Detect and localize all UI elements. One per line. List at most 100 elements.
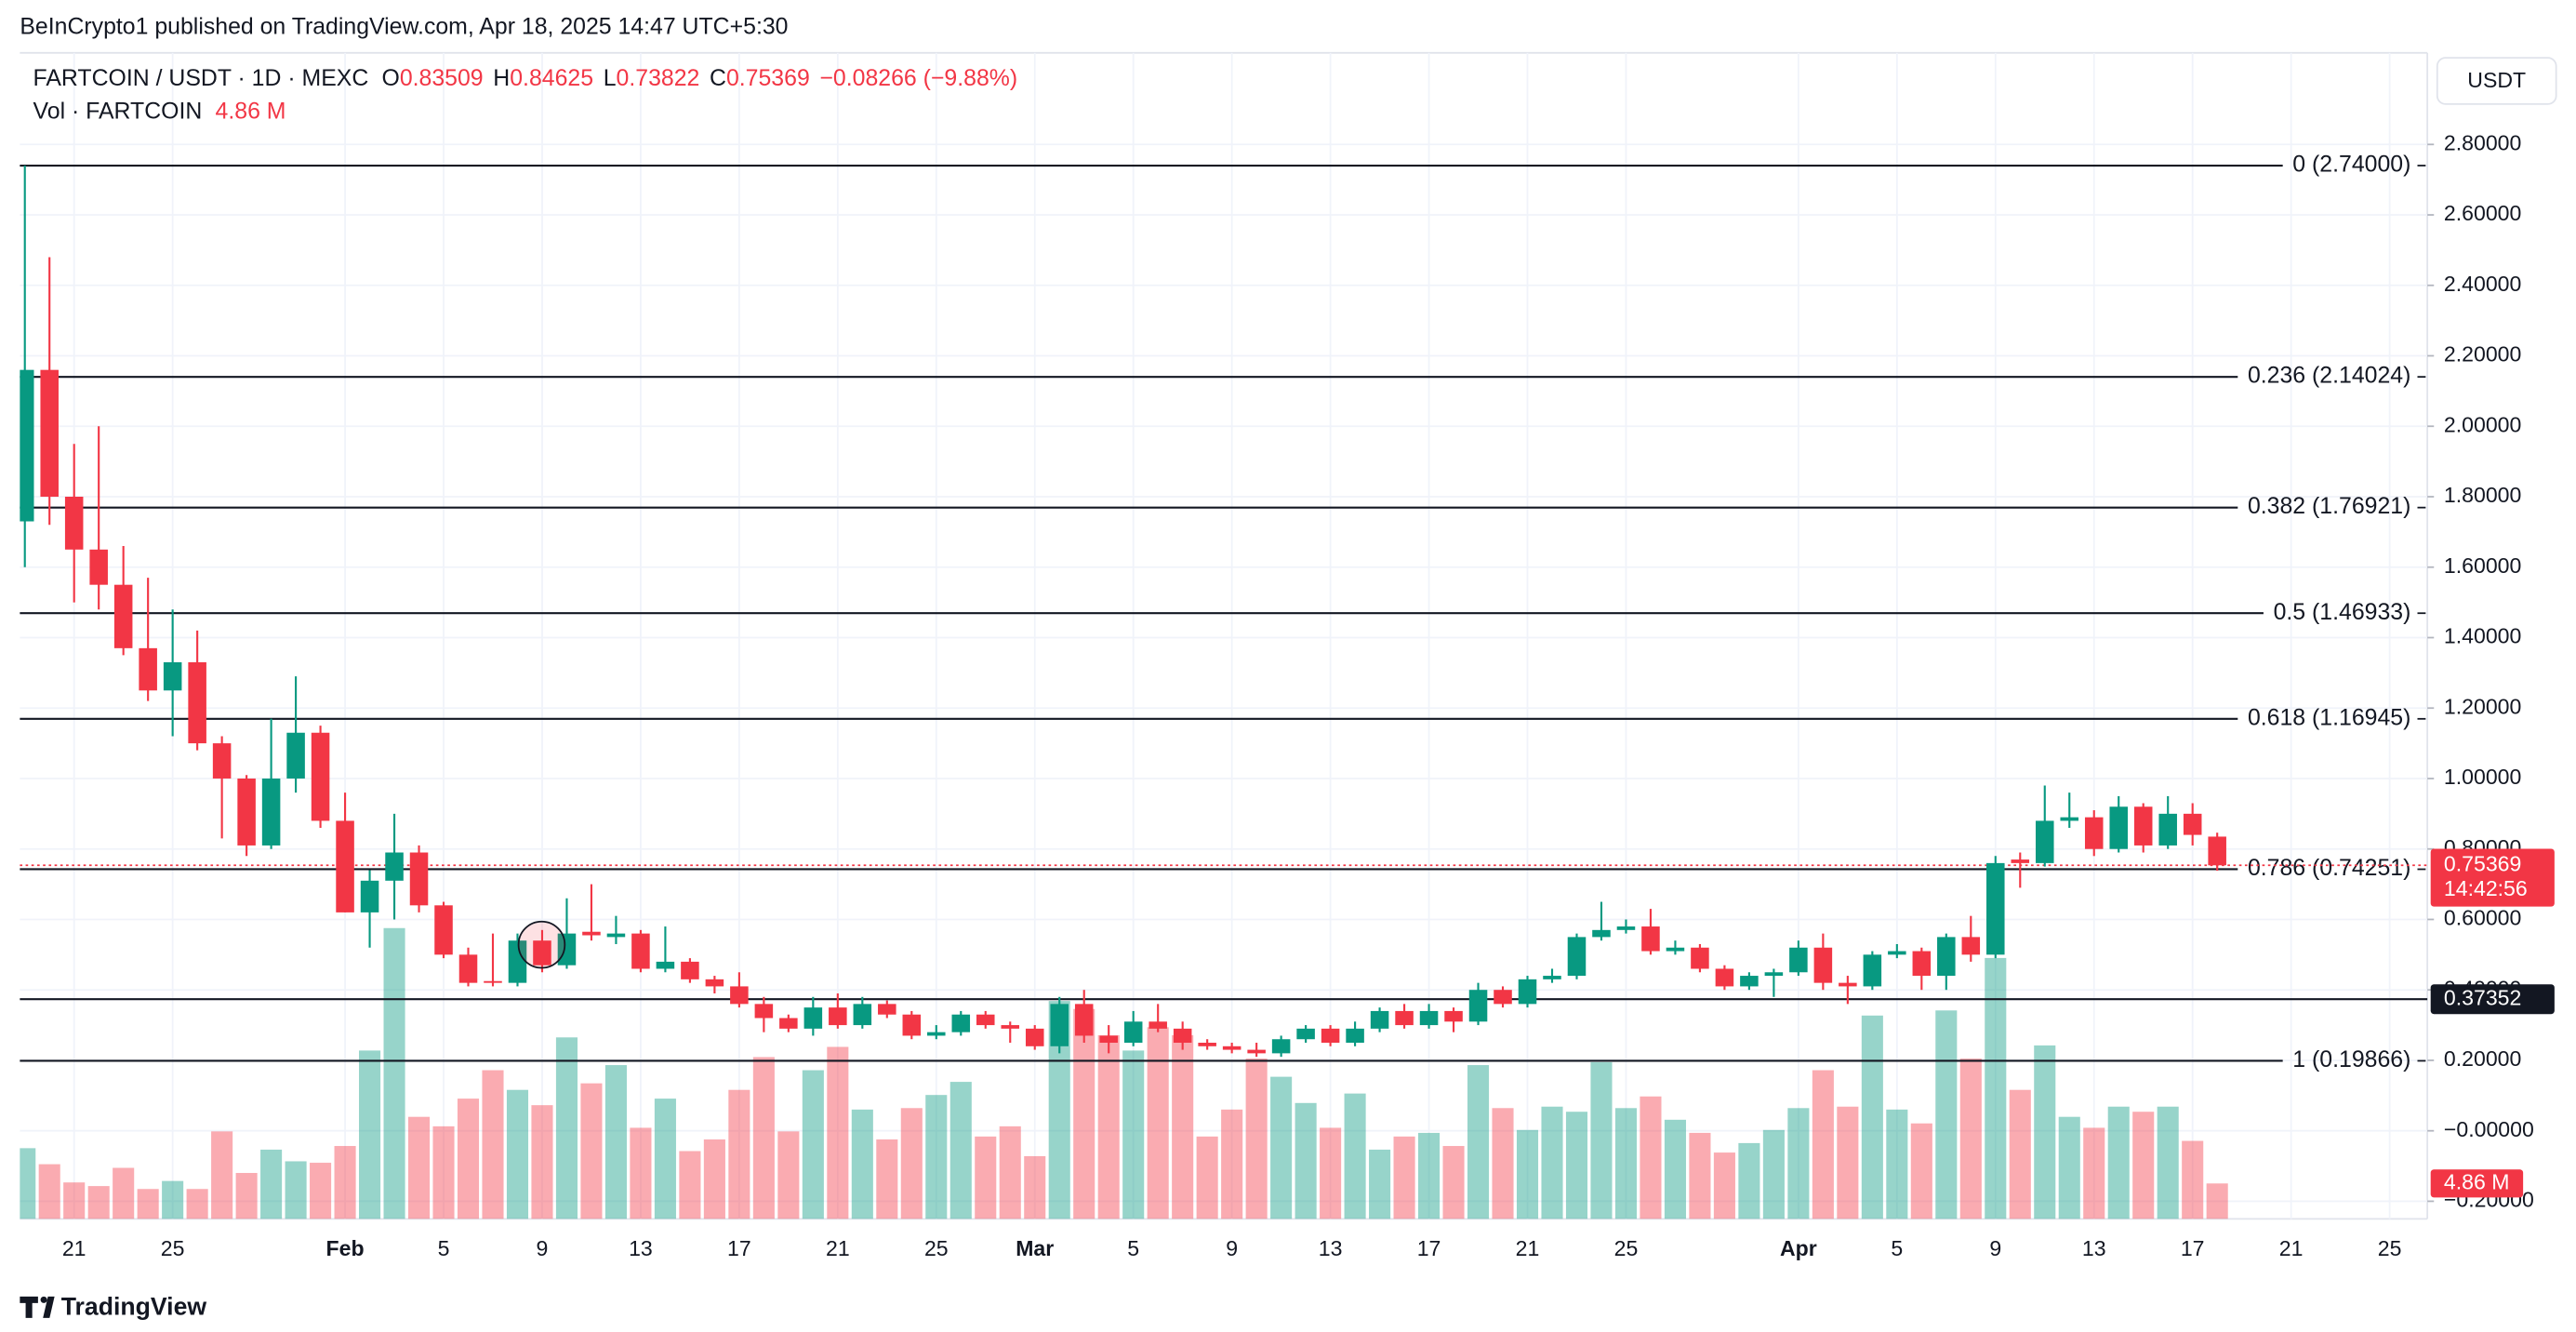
volume-bar (1959, 1059, 1982, 1219)
candle-body (1494, 990, 1512, 1005)
volume-bar (1590, 1061, 1613, 1219)
candle-body (1419, 1010, 1439, 1026)
y-tick-label: −0.00000 (2444, 1117, 2534, 1141)
volume-bar (334, 1146, 356, 1219)
volume-bar (211, 1131, 233, 1219)
candle-body (1839, 982, 1857, 987)
candle-body (681, 961, 699, 979)
candle-body (754, 1004, 774, 1019)
candle-body (409, 852, 429, 906)
volume-bar (1985, 957, 2007, 1219)
candle-body (311, 732, 330, 821)
candle-body (1025, 1028, 1044, 1046)
candle-body (1937, 937, 1956, 977)
y-tick-label: 1.00000 (2444, 765, 2521, 789)
candle-body (508, 940, 527, 983)
legend-symbol: FARTCOIN / USDT · 1D · MEXC (33, 66, 369, 91)
candle-body (163, 661, 182, 691)
candle-body (2035, 820, 2054, 863)
y-tick-label: 2.20000 (2444, 342, 2521, 366)
volume-bar (679, 1151, 701, 1219)
x-tick-label: Feb (326, 1236, 365, 1260)
candle-body (902, 1014, 922, 1036)
volume-bar (1467, 1065, 1490, 1219)
volume-bar (900, 1108, 923, 1219)
candle-body (188, 661, 206, 744)
volume-bar (310, 1163, 332, 1219)
volume-pane (20, 927, 2228, 1219)
volume-bar (2206, 1183, 2228, 1219)
volume-bar (1640, 1096, 1662, 1219)
fib-label: 0.5 (1.46933) (2274, 600, 2411, 625)
x-tick-label: 25 (924, 1236, 949, 1260)
volume-bar (555, 1037, 578, 1219)
currency-label[interactable]: USDT (2467, 68, 2526, 92)
candle-body (212, 743, 232, 779)
volume-bar (728, 1089, 750, 1219)
candle-body (1468, 990, 1488, 1022)
candle-body (360, 880, 379, 912)
axes: 2.80000 2.60000 2.40000 2.20000 2.00000 1.800… (62, 130, 2555, 1260)
y-tick-label: 0.60000 (2444, 906, 2521, 930)
candle-body (705, 979, 724, 987)
x-tick-label: 9 (1989, 1236, 2001, 1260)
volume-bar (1935, 1010, 1958, 1219)
volume-bar (2182, 1140, 2204, 1219)
volume-bar (925, 1095, 948, 1219)
volume-bar (457, 1099, 480, 1219)
legend-volume: Vol · FARTCOIN 4.86 M (33, 99, 286, 124)
x-tick-label: 13 (1319, 1236, 1343, 1260)
fib-label: 1 (0.19866) (2292, 1047, 2410, 1072)
volume-bar (2157, 1106, 2179, 1219)
legend-value: 0.83509 (400, 66, 484, 91)
fib-label: 0 (2.74000) (2292, 153, 2410, 178)
candle-body (829, 1007, 847, 1026)
legend-value: 0.73822 (617, 66, 700, 91)
currency-button[interactable] (2436, 57, 2557, 105)
x-tick-label: Apr (1780, 1236, 1817, 1260)
x-tick-label: 25 (161, 1236, 185, 1260)
volume-bar (1614, 1108, 1638, 1219)
legend-key: L (604, 66, 617, 91)
level-tag-value: 0.37352 (2444, 985, 2521, 1009)
x-tick-label: 5 (1891, 1236, 1903, 1260)
candle-body (927, 1032, 946, 1036)
volume-bar (1344, 1093, 1366, 1219)
candle-body (803, 1007, 823, 1029)
candle-body (878, 1004, 896, 1015)
grid (20, 52, 2428, 1219)
logo (20, 1296, 55, 1318)
y-tick-label: 1.40000 (2444, 624, 2521, 648)
price-tag-value: 0.75369 (2444, 851, 2521, 875)
volume-bar (999, 1126, 1021, 1219)
volume-bar (1910, 1123, 1932, 1219)
x-tick-label: 13 (629, 1236, 653, 1260)
volume-bar (87, 1186, 110, 1219)
candle-body (1198, 1043, 1216, 1046)
volume-bar (20, 1148, 36, 1219)
volume-bar (1295, 1102, 1317, 1219)
x-tick-label: 5 (1127, 1236, 1139, 1260)
x-tick-label: 13 (2082, 1236, 2106, 1260)
legend-key: O (382, 66, 400, 91)
volume-bar (162, 1180, 184, 1219)
x-tick-label: 21 (826, 1236, 850, 1260)
volume-bar (260, 1149, 283, 1219)
volume-bar (1147, 1027, 1169, 1219)
legend-ohlc: FARTCOIN / USDT · 1D · MEXC O0.83509 H0.84… (33, 66, 1018, 91)
volume-bar (1097, 1034, 1120, 1219)
volume-bar (1516, 1129, 1539, 1219)
candle-body (1173, 1028, 1192, 1044)
candle-body (484, 980, 502, 983)
volume-bar (630, 1127, 652, 1219)
candle-body (656, 961, 675, 969)
candle-body (1050, 1004, 1069, 1046)
candle-body (2208, 836, 2226, 866)
candle-body (1321, 1028, 1340, 1044)
candle-body (336, 820, 354, 912)
volume-bar (1689, 1132, 1711, 1219)
volume-bar (777, 1131, 800, 1219)
candle-body (976, 1014, 995, 1026)
y-tick-label: 2.60000 (2444, 201, 2521, 225)
